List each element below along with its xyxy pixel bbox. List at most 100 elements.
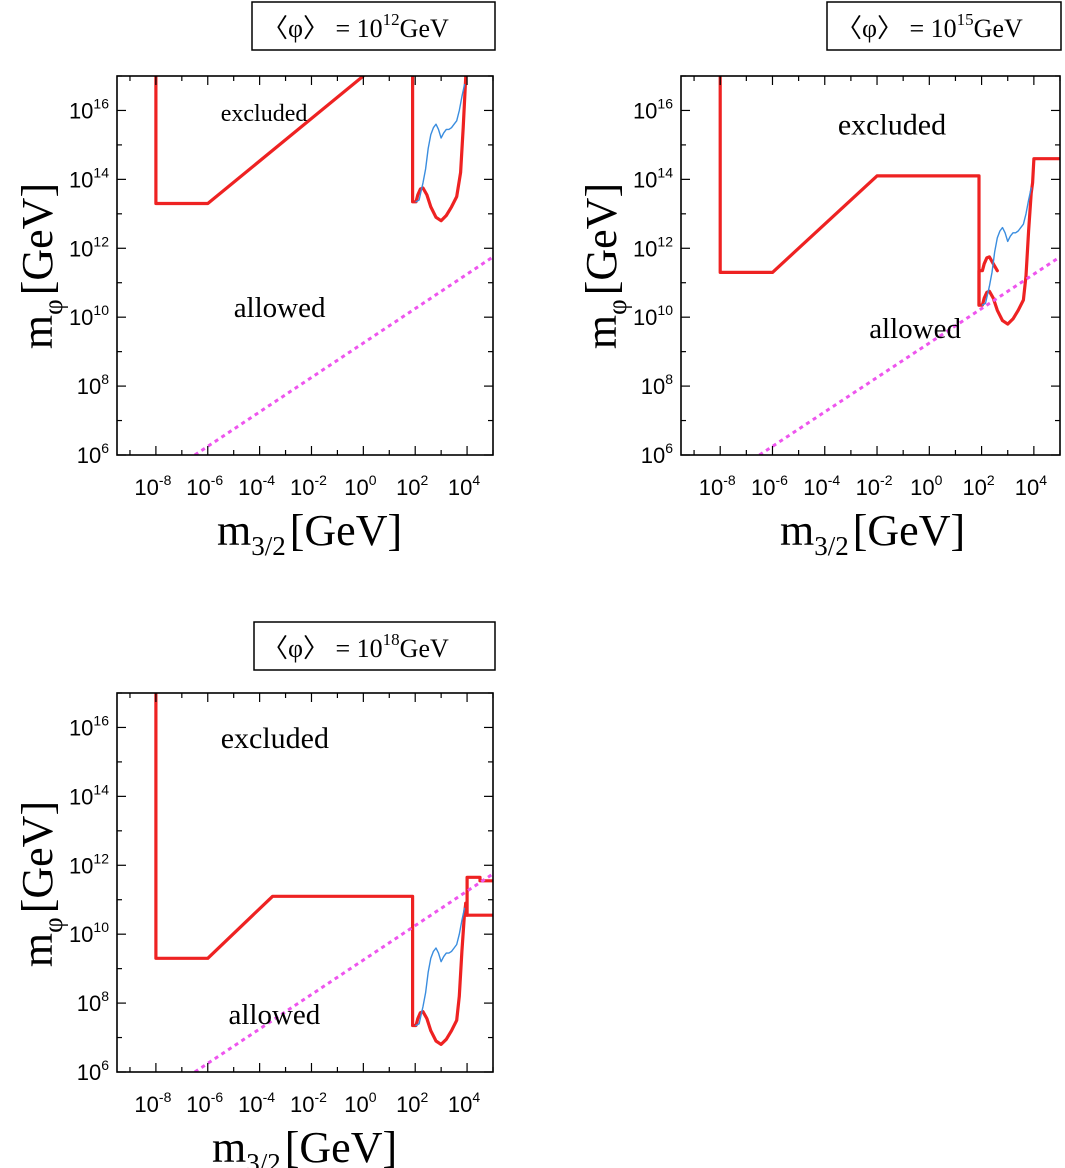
tick-exponent: 10 — [657, 302, 673, 318]
y-label-main: m — [13, 315, 62, 349]
x-label-sub: 3/2 — [814, 531, 849, 561]
tick-exponent: 6 — [665, 440, 673, 456]
tick-base: 10 — [290, 475, 314, 500]
x-tick-label: 10-6 — [751, 472, 788, 500]
tick-exponent: 10 — [93, 919, 109, 935]
tick-exponent: 8 — [101, 988, 109, 1004]
title-box — [253, 621, 496, 671]
y-tick-label: 1010 — [633, 302, 673, 330]
tick-exponent: -2 — [314, 472, 327, 488]
tick-exponent: 2 — [421, 472, 429, 488]
y-label-main: m — [577, 315, 626, 349]
dotted-line — [758, 255, 1060, 455]
tick-base: 10 — [186, 475, 210, 500]
tick-exponent: 12 — [657, 233, 673, 249]
tick-exponent: -4 — [263, 472, 276, 488]
y-tick-label: 1012 — [633, 233, 673, 261]
x-tick-label: 10-4 — [803, 472, 840, 500]
y-axis-label: mφ [GeV] — [13, 801, 68, 967]
y-tick-label: 1016 — [69, 712, 109, 740]
tick-exponent: 8 — [665, 371, 673, 387]
x-tick-label: 104 — [1015, 472, 1047, 500]
tick-exponent: 16 — [93, 712, 109, 728]
tick-exponent: 0 — [369, 472, 377, 488]
tick-base: 10 — [134, 475, 158, 500]
series-group — [154, 76, 493, 455]
tick-exponent: -8 — [159, 472, 172, 488]
series-group — [154, 693, 493, 1072]
y-tick-label: 1010 — [69, 302, 109, 330]
x-axis-label: m3/2[GeV] — [212, 1123, 397, 1168]
tick-base: 10 — [69, 236, 93, 261]
x-label-unit: [GeV] — [853, 506, 965, 555]
y-label-main: m — [13, 933, 62, 967]
tick-base: 10 — [186, 1092, 210, 1117]
y-tick-label: 108 — [77, 371, 109, 399]
red-boundary-2 — [411, 76, 468, 223]
tick-base: 10 — [69, 98, 93, 123]
red-boundary-1 — [154, 76, 365, 206]
chart-title: 〈φ〉 = 1012GeV — [262, 10, 449, 43]
excluded-label: excluded — [221, 101, 308, 127]
tick-base: 10 — [396, 1092, 420, 1117]
x-tick-label: 10-2 — [290, 472, 327, 500]
x-tick-label: 102 — [962, 472, 994, 500]
plot-frame — [116, 75, 494, 456]
tick-base: 10 — [448, 475, 472, 500]
y-label-sub: φ — [602, 299, 632, 315]
title-prefix: 〈φ〉 = 10 — [262, 14, 383, 43]
dotted-line — [193, 255, 493, 455]
y-label-sub: φ — [38, 917, 68, 933]
tick-exponent: -6 — [211, 472, 224, 488]
tick-base: 10 — [77, 374, 101, 399]
x-tick-label: 10-8 — [699, 472, 736, 500]
tick-base: 10 — [69, 922, 93, 947]
tick-base: 10 — [910, 475, 934, 500]
tick-base: 10 — [751, 475, 775, 500]
x-tick-label: 10-2 — [856, 472, 893, 500]
tick-base: 10 — [69, 305, 93, 330]
y-tick-label: 108 — [641, 371, 673, 399]
series-group — [718, 76, 1060, 455]
tick-base: 10 — [633, 167, 657, 192]
tick-base: 10 — [448, 1092, 472, 1117]
x-tick-label: 104 — [448, 1089, 480, 1117]
x-axis-label: m3/2[GeV] — [780, 506, 965, 561]
tick-base: 10 — [69, 167, 93, 192]
tick-exponent: -2 — [880, 472, 893, 488]
tick-base: 10 — [69, 715, 93, 740]
tick-exponent: -6 — [775, 472, 788, 488]
y-label-unit: [GeV] — [577, 183, 626, 295]
x-label-sub: 3/2 — [251, 531, 286, 561]
tick-exponent: 0 — [369, 1089, 377, 1105]
tick-base: 10 — [633, 98, 657, 123]
x-tick-label: 104 — [448, 472, 480, 500]
excluded-label: excluded — [838, 109, 946, 142]
tick-exponent: 14 — [657, 164, 673, 180]
title-prefix: 〈φ〉 = 10 — [836, 14, 957, 43]
red-boundary-1 — [718, 76, 1060, 326]
tick-exponent: 4 — [472, 472, 480, 488]
tick-exponent: 4 — [1039, 472, 1047, 488]
title-exponent: 12 — [383, 10, 400, 29]
x-tick-label: 10-4 — [238, 1089, 275, 1117]
tick-exponent: 14 — [93, 781, 109, 797]
title-suffix: GeV — [400, 14, 449, 43]
y-tick-label: 106 — [77, 440, 109, 468]
plot-frame — [680, 75, 1061, 456]
tick-base: 10 — [633, 236, 657, 261]
tick-base: 10 — [77, 991, 101, 1016]
title-suffix: GeV — [974, 14, 1023, 43]
x-label-unit: [GeV] — [285, 1123, 397, 1168]
x-tick-label: 10-4 — [238, 472, 275, 500]
ticks — [117, 75, 494, 456]
x-tick-label: 100 — [910, 472, 942, 500]
tick-base: 10 — [1015, 475, 1039, 500]
title-exponent: 15 — [957, 10, 974, 29]
title-box — [826, 1, 1062, 51]
tick-exponent: 2 — [987, 472, 995, 488]
tick-exponent: -6 — [211, 1089, 224, 1105]
y-tick-label: 106 — [77, 1057, 109, 1085]
